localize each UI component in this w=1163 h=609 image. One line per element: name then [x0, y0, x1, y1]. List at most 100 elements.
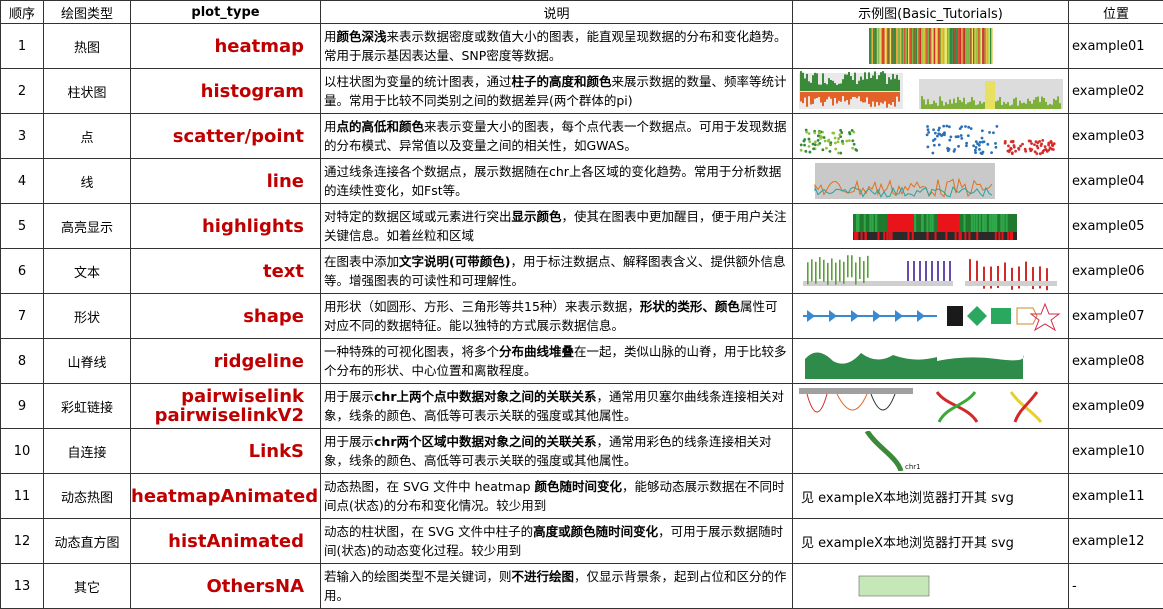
cell-plot-type: heatmapAnimated — [131, 474, 321, 519]
cell-kind: 山脊线 — [44, 339, 131, 384]
cell-description: 用形状（如圆形、方形、三角形等共15种）来表示数据，形状的类形、颜色属性可对应不… — [321, 294, 793, 339]
plot-type-line: pairwiselink — [131, 387, 304, 406]
desc-bold-text: 形状的类形、颜色 — [640, 299, 740, 314]
cell-order: 6 — [1, 249, 44, 294]
cell-kind: 动态热图 — [44, 474, 131, 519]
cell-plot-type: highlights — [131, 204, 321, 249]
cell-description: 若输入的绘图类型不是关键词，则不进行绘图，仅显示背景条，起到占位和区分的作用。 — [321, 564, 793, 609]
desc-bold-text: 显示颜色 — [512, 209, 562, 224]
cell-order: 9 — [1, 384, 44, 429]
cell-location: example07 — [1069, 294, 1163, 339]
desc-bold-text: 颜色深浅 — [337, 29, 387, 44]
desc-bold-text: 分布曲线堆叠 — [499, 344, 574, 359]
desc-text: 用形状（如圆形、方形、三角形等共15种）来表示数据， — [324, 299, 640, 314]
others-thumb — [797, 566, 1063, 606]
desc-text: 用 — [324, 119, 337, 134]
cell-order: 5 — [1, 204, 44, 249]
desc-text: 用 — [324, 29, 337, 44]
desc-bold-text: 点的高低和颜色 — [337, 119, 425, 134]
desc-text: 在图表中添加 — [324, 254, 399, 269]
plot-type-line: text — [131, 262, 304, 281]
histogram-thumb — [797, 71, 1063, 111]
cell-example — [793, 384, 1069, 429]
pairwise-thumb — [797, 386, 1063, 426]
cell-plot-type: heatmap — [131, 24, 321, 69]
plot-type-line: pairwiselinkV2 — [131, 406, 304, 425]
plot-type-line: highlights — [131, 217, 304, 236]
line-thumb — [797, 161, 1063, 201]
desc-text: 来表示数据密度或数值大小的图表，能直观呈现数据的分布和变化趋势。常用于展示基因表… — [324, 29, 787, 63]
plot-type-line: histAnimated — [131, 532, 304, 551]
desc-text: 用于展示 — [324, 434, 374, 449]
cell-kind: 热图 — [44, 24, 131, 69]
header-example: 示例图(Basic_Tutorials) — [793, 1, 1069, 24]
plot-type-line: heatmap — [131, 37, 304, 56]
cell-location: example12 — [1069, 519, 1163, 564]
cell-description: 用于展示chr上两个点中数据对象之间的关联关系，通常用贝塞尔曲线条连接相关对象，… — [321, 384, 793, 429]
plot-type-line: shape — [131, 307, 304, 326]
ridgeline-thumb — [797, 341, 1063, 381]
cell-plot-type: line — [131, 159, 321, 204]
desc-text: 动态的柱状图，在 SVG 文件中柱子的 — [324, 524, 533, 539]
header-location: 位置 — [1069, 1, 1163, 24]
cell-order: 1 — [1, 24, 44, 69]
thumb-chr-label: chr1 — [905, 463, 921, 471]
desc-bold-text: 不进行绘图 — [512, 569, 575, 584]
cell-description: 对特定的数据区域或元素进行突出显示颜色，使其在图表中更加醒目，便于用户关注关键信… — [321, 204, 793, 249]
cell-location: example10 — [1069, 429, 1163, 474]
cell-example — [793, 204, 1069, 249]
shape-thumb — [797, 296, 1063, 336]
cell-kind: 其它 — [44, 564, 131, 609]
cell-description: 通过线条连接各个数据点，展示数据随在chr上各区域的变化趋势。常用于分析数据的连… — [321, 159, 793, 204]
cell-kind: 彩虹链接 — [44, 384, 131, 429]
cell-order: 10 — [1, 429, 44, 474]
cell-description: 用点的高低和颜色来表示变量大小的图表，每个点代表一个数据点。可用于发现数据的分布… — [321, 114, 793, 159]
cell-location: example03 — [1069, 114, 1163, 159]
desc-text: 动态热图，在 SVG 文件中 heatmap — [324, 479, 535, 494]
cell-location: example09 — [1069, 384, 1163, 429]
cell-example — [793, 24, 1069, 69]
plot-type-line: ridgeline — [131, 352, 304, 371]
cell-order: 2 — [1, 69, 44, 114]
cell-order: 12 — [1, 519, 44, 564]
cell-plot-type: histogram — [131, 69, 321, 114]
cell-description: 用颜色深浅来表示数据密度或数值大小的图表，能直观呈现数据的分布和变化趋势。常用于… — [321, 24, 793, 69]
cell-description: 在图表中添加文字说明(可带颜色)，用于标注数据点、解释图表含义、提供额外信息等。… — [321, 249, 793, 294]
desc-text: 对特定的数据区域或元素进行突出 — [324, 209, 512, 224]
header-plot-type: plot_type — [131, 1, 321, 24]
plot-type-line: heatmapAnimated — [131, 487, 304, 506]
cell-plot-type: ridgeline — [131, 339, 321, 384]
desc-bold-text: 柱子的高度和颜色 — [512, 74, 612, 89]
desc-text: 用于展示 — [324, 389, 374, 404]
cell-example — [793, 294, 1069, 339]
cell-location: - — [1069, 564, 1163, 609]
cell-kind: 文本 — [44, 249, 131, 294]
plot-type-line: LinkS — [131, 442, 304, 461]
example-note: 见 exampleX本地浏览器打开其 svg — [797, 536, 1014, 551]
cell-description: 动态热图，在 SVG 文件中 heatmap 颜色随时间变化，能够动态展示数据在… — [321, 474, 793, 519]
heatmap-thumb — [797, 26, 1063, 66]
cell-kind: 自连接 — [44, 429, 131, 474]
desc-text: 以柱状图为变量的统计图表，通过 — [324, 74, 512, 89]
cell-description: 用于展示chr两个区域中数据对象之间的关联关系，通常用彩色的线条连接相关对象，线… — [321, 429, 793, 474]
highlights-thumb — [797, 206, 1063, 246]
cell-order: 4 — [1, 159, 44, 204]
desc-bold-text: 文字说明(可带颜色) — [399, 254, 510, 269]
cell-plot-type: text — [131, 249, 321, 294]
desc-bold-text: chr两个区域中数据对象之间的关联关系 — [374, 434, 596, 449]
scatter-thumb — [797, 116, 1063, 156]
cell-kind: 线 — [44, 159, 131, 204]
cell-example — [793, 69, 1069, 114]
cell-description: 一种特殊的可视化图表，将多个分布曲线堆叠在一起，类似山脉的山脊，用于比较多个分布… — [321, 339, 793, 384]
